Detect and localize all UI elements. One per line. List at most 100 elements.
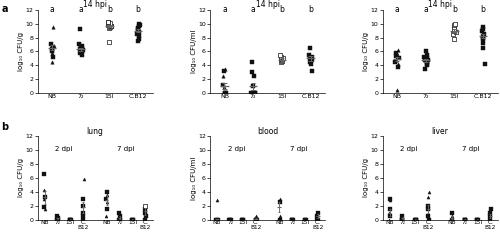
Point <box>222 91 230 95</box>
Text: a: a <box>423 5 428 14</box>
Point <box>53 214 61 218</box>
Text: a: a <box>251 5 256 14</box>
Point <box>106 22 114 26</box>
Point <box>306 56 314 60</box>
Point <box>134 39 142 43</box>
Point <box>212 218 220 222</box>
Point <box>412 218 420 222</box>
Point <box>214 218 222 222</box>
Point <box>104 20 112 23</box>
Point <box>276 218 284 222</box>
Point <box>450 29 458 32</box>
Point <box>136 34 143 38</box>
Point <box>238 218 246 222</box>
Point <box>104 23 112 27</box>
Point <box>305 53 313 57</box>
Point <box>40 189 48 193</box>
Point <box>306 46 314 50</box>
Point <box>421 59 429 62</box>
Point <box>240 218 248 222</box>
Point <box>50 45 58 49</box>
Point <box>474 218 482 222</box>
Point <box>288 218 296 222</box>
Point <box>48 51 56 55</box>
Point <box>386 198 394 202</box>
Point <box>473 218 481 222</box>
Point <box>222 91 230 95</box>
Text: 7 dpi: 7 dpi <box>118 146 135 152</box>
Point <box>422 62 430 66</box>
Point <box>398 218 406 222</box>
Text: a: a <box>78 5 83 14</box>
Point <box>250 91 258 95</box>
Point <box>102 190 110 194</box>
Point <box>307 62 315 66</box>
Point <box>412 218 420 222</box>
Point <box>448 214 456 218</box>
Point <box>393 52 401 56</box>
Point <box>479 41 487 45</box>
Point <box>314 214 322 218</box>
Point <box>48 48 56 52</box>
Point <box>392 58 400 62</box>
Point <box>79 214 87 218</box>
Point <box>220 91 228 95</box>
Point <box>424 214 432 218</box>
Point <box>422 67 430 71</box>
Point <box>412 218 420 222</box>
Point <box>239 218 247 222</box>
Point <box>276 200 283 204</box>
Point <box>78 53 86 57</box>
Point <box>249 84 257 88</box>
Point <box>394 65 402 69</box>
Point <box>392 54 400 58</box>
Point <box>49 25 57 29</box>
Point <box>66 218 74 222</box>
Text: 2 dpi: 2 dpi <box>228 146 245 152</box>
Point <box>248 60 256 64</box>
Point <box>248 91 256 95</box>
Point <box>132 32 140 36</box>
Point <box>478 29 486 32</box>
Point <box>480 46 488 50</box>
Point <box>386 214 394 218</box>
Point <box>392 51 400 55</box>
Point <box>250 74 258 78</box>
Point <box>486 211 494 215</box>
Text: b: b <box>480 5 486 14</box>
Point <box>252 218 260 222</box>
Point <box>308 55 316 59</box>
Text: a: a <box>2 4 8 14</box>
Point <box>288 218 296 222</box>
Point <box>393 55 401 59</box>
Point <box>134 24 142 28</box>
Point <box>277 57 285 61</box>
Point <box>448 218 456 222</box>
Point <box>391 60 399 64</box>
Point <box>221 67 229 71</box>
Point <box>136 22 143 26</box>
Point <box>306 60 314 64</box>
Point <box>76 47 84 51</box>
Point <box>452 30 460 34</box>
Point <box>461 218 469 222</box>
Point <box>67 218 75 222</box>
Point <box>288 218 296 222</box>
Point <box>53 218 61 222</box>
Point <box>385 218 393 222</box>
Point <box>54 218 62 222</box>
Point <box>448 218 456 222</box>
Point <box>78 50 86 53</box>
Point <box>104 41 112 44</box>
Point <box>478 37 486 41</box>
Point <box>115 218 123 222</box>
Y-axis label: log₁₀ CFU/g: log₁₀ CFU/g <box>363 32 369 71</box>
Point <box>486 214 494 218</box>
Point <box>220 91 228 95</box>
Point <box>128 218 136 222</box>
Point <box>226 218 234 222</box>
Point <box>226 218 234 222</box>
Point <box>220 74 228 78</box>
Point <box>252 214 260 218</box>
Point <box>423 60 431 64</box>
